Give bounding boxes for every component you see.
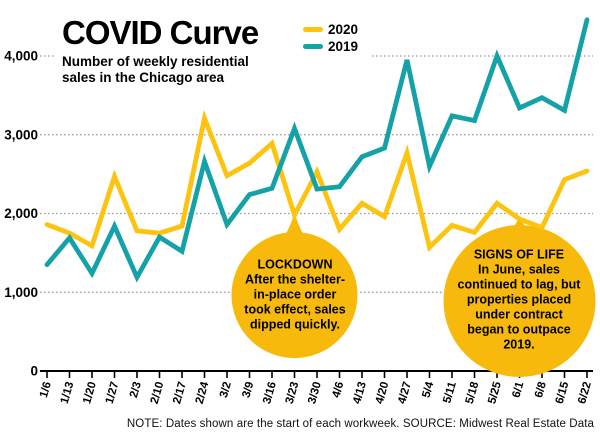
- series-line-2020: [44, 109, 590, 253]
- legend: 2020 2019: [303, 23, 358, 53]
- legend-label-2020: 2020: [328, 22, 359, 37]
- x-tick-label: 1/13: [59, 381, 77, 406]
- x-tick-label: 4/6: [330, 381, 346, 400]
- y-tick-label: 1,000: [4, 285, 38, 300]
- x-tick-label: 4/13: [351, 381, 369, 406]
- annotation-lockdown-title: LOCKDOWN: [257, 257, 333, 272]
- x-tick-label: 1/6: [38, 381, 54, 400]
- y-tick-label: 3,000: [4, 127, 38, 142]
- x-tick-label: 4/20: [374, 381, 392, 406]
- series-line-2019: [44, 17, 590, 283]
- x-tick-label: 5/11: [441, 380, 459, 405]
- annotation-balloon: [231, 232, 358, 359]
- x-tick-label: 1/27: [104, 381, 122, 406]
- title-block: COVID Curve Number of weekly residential…: [62, 16, 277, 87]
- chart-title: COVID Curve: [62, 14, 259, 51]
- x-tick-label: 3/9: [240, 381, 256, 400]
- x-tick-label: 5/25: [486, 380, 504, 405]
- legend-item-2020: 2020: [303, 23, 358, 37]
- annotation-signs-of-life-title: SIGNS OF LIFE: [473, 247, 565, 262]
- x-tick-label: 2/24: [194, 380, 212, 405]
- x-tick-label: 3/16: [261, 381, 279, 406]
- x-tick-label: 3/23: [284, 381, 302, 406]
- y-tick-label: 4,000: [4, 49, 38, 64]
- x-tick-label: 5/18: [464, 380, 482, 405]
- legend-item-2019: 2019: [303, 38, 359, 54]
- annotation-signs-of-life: SIGNS OF LIFE In June, sales continued t…: [456, 248, 582, 353]
- x-tick-label: 6/8: [533, 380, 549, 399]
- source-note: NOTE: Dates shown are the start of each …: [126, 418, 594, 430]
- chart-header: COVID Curve Number of weekly residential…: [56, 12, 371, 93]
- x-tick-label: 6/15: [554, 380, 572, 405]
- legend-label-2019: 2019: [328, 38, 359, 54]
- x-tick-label: 2/10: [149, 381, 167, 406]
- y-tick-label: 2,000: [4, 206, 38, 221]
- x-tick-label: 6/1: [510, 380, 526, 399]
- x-tick-label: 1/20: [81, 381, 99, 406]
- legend-swatch-2019-icon: [303, 43, 323, 49]
- x-tick-label: 5/4: [420, 380, 436, 399]
- x-tick-label: 3/2: [218, 381, 234, 400]
- annotation-lockdown: LOCKDOWN After the shelter-in-place orde…: [239, 258, 351, 333]
- x-tick-label: 2/17: [171, 381, 189, 406]
- chart-subtitle: Number of weekly residential sales in th…: [62, 54, 249, 86]
- x-tick-label: 4/27: [396, 381, 414, 406]
- legend-swatch-2020-icon: [303, 27, 323, 33]
- annotation-signs-of-life-body: In June, sales continued to lag, but pro…: [457, 262, 581, 352]
- y-tick-label: 0: [30, 364, 38, 379]
- annotation-balloon: [443, 225, 596, 378]
- x-tick-label: 3/30: [306, 381, 324, 406]
- annotation-lockdown-body: After the shelter-in-place order took ef…: [244, 272, 346, 332]
- x-tick-label: 6/22: [576, 381, 594, 406]
- x-tick-label: 2/3: [128, 381, 144, 400]
